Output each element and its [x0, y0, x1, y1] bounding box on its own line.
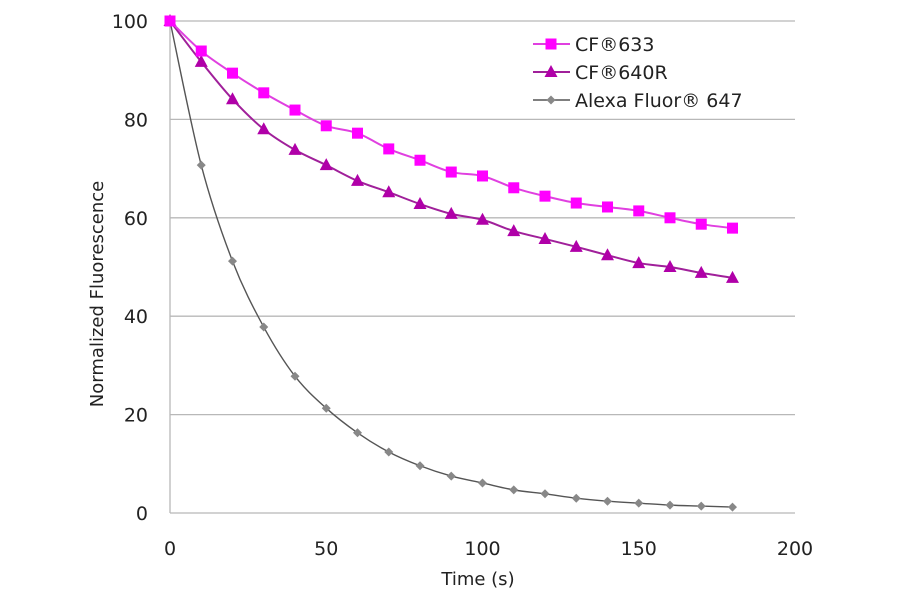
data-point [570, 197, 582, 209]
data-point [413, 197, 427, 210]
x-tick-label: 0 [164, 538, 176, 560]
data-point [384, 447, 394, 457]
data-point [321, 403, 331, 413]
data-point [194, 54, 208, 67]
data-point [664, 212, 676, 224]
data-point [164, 15, 176, 27]
legend-label: CF®633 [575, 34, 654, 56]
data-point [196, 160, 206, 170]
data-point [665, 500, 675, 510]
data-point [632, 256, 646, 269]
data-point [538, 231, 552, 244]
data-point [569, 239, 583, 252]
data-point [603, 496, 612, 506]
y-tick-label: 40 [124, 306, 148, 328]
data-point [602, 201, 613, 213]
data-point [726, 270, 739, 283]
legend-marker [545, 38, 557, 50]
data-point [694, 265, 708, 278]
x-tick-label: 50 [314, 538, 338, 560]
data-point [414, 154, 426, 166]
x-axis-label: Time (s) [440, 569, 514, 590]
data-point [571, 493, 581, 503]
data-point [540, 489, 550, 499]
y-tick-label: 100 [112, 11, 148, 33]
axes [169, 21, 795, 514]
series-group [163, 14, 739, 512]
data-point [539, 190, 551, 202]
data-point [353, 428, 362, 438]
data-point [288, 142, 302, 155]
data-point [259, 322, 269, 332]
data-point [351, 173, 364, 186]
y-axis-label: Normalized Fluorescence [87, 181, 108, 407]
data-point [507, 224, 521, 237]
data-point [228, 256, 237, 266]
data-point [634, 498, 644, 508]
data-point [226, 92, 239, 105]
data-point [227, 67, 238, 79]
legend-label: Alexa Fluor® 647 [575, 90, 743, 112]
data-point [415, 461, 425, 471]
legend-marker [544, 65, 558, 77]
data-point [257, 122, 271, 135]
y-tick-label: 60 [124, 208, 148, 230]
data-point [444, 206, 458, 219]
x-tick-label: 100 [464, 538, 500, 560]
data-point [446, 471, 456, 481]
data-point [258, 87, 270, 99]
data-point [696, 501, 706, 511]
legend-marker [546, 95, 556, 105]
legend-label: CF®640R [575, 62, 668, 84]
data-point [382, 185, 396, 198]
data-point [383, 143, 395, 155]
data-point [728, 502, 737, 512]
y-tick-label: 80 [124, 109, 148, 131]
data-point [445, 166, 457, 178]
data-point [727, 222, 738, 234]
data-point [477, 170, 488, 182]
legend: CF®633 CF®640R Alexa Fluor® 647 [533, 34, 743, 112]
data-point [320, 120, 332, 132]
data-point [508, 182, 520, 194]
data-point [663, 260, 677, 272]
data-point [633, 205, 645, 217]
data-point [290, 371, 300, 381]
data-point [352, 127, 363, 139]
y-tick-label: 0 [136, 503, 148, 525]
x-tick-label: 150 [621, 538, 657, 560]
tick-labels: 0 20 40 60 80 100 0 50 100 150 200 [112, 11, 813, 560]
x-tick-label: 200 [777, 538, 813, 560]
data-point [476, 212, 489, 225]
data-point [601, 248, 614, 261]
data-point [289, 104, 301, 116]
series-line [169, 20, 733, 279]
data-point [319, 158, 333, 171]
data-point [695, 218, 707, 230]
data-point [509, 485, 519, 495]
data-point [195, 45, 207, 57]
y-tick-label: 20 [124, 405, 148, 427]
data-point [478, 478, 487, 488]
